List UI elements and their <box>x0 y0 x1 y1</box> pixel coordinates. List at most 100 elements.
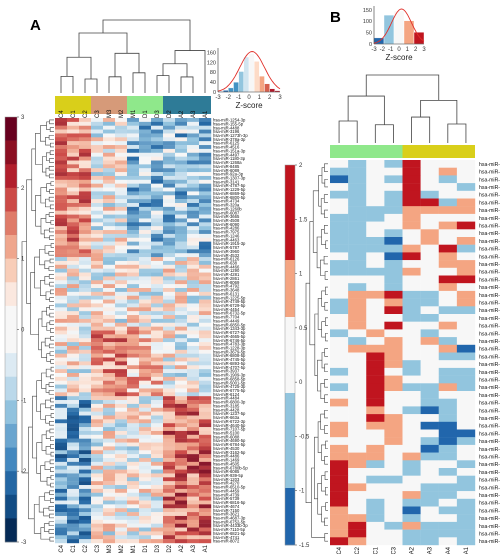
heatmap-cell <box>79 496 92 501</box>
row-label: hsa-miR-6500-3p <box>479 393 500 399</box>
heatmap-cell <box>79 303 92 308</box>
heatmap-cell <box>127 187 140 192</box>
dendrogram-branch <box>34 256 41 289</box>
heatmap-cell <box>103 438 116 443</box>
heatmap-cell <box>199 465 212 470</box>
heatmap-cell <box>91 539 104 544</box>
heatmap-cell <box>151 454 164 459</box>
heatmap-cell <box>91 357 104 362</box>
heatmap-cell <box>420 429 439 438</box>
heatmap-cell <box>330 298 349 307</box>
dendrogram-branch <box>40 187 47 204</box>
heatmap-cell <box>55 357 68 362</box>
heatmap-cell <box>402 383 421 392</box>
heatmap-cell <box>127 376 140 381</box>
heatmap-cell <box>91 276 104 281</box>
heatmap-cell <box>330 260 349 268</box>
heatmap-cell <box>348 198 367 207</box>
heatmap-cell <box>151 519 164 524</box>
heatmap-cell <box>67 199 80 204</box>
heatmap-cell <box>139 311 152 316</box>
dendrogram-branch <box>49 150 54 156</box>
heatmap-cell <box>79 400 92 405</box>
heatmap-cell <box>103 199 116 204</box>
row-label: hsa-miR-6510-5p <box>213 485 246 490</box>
heatmap-cell <box>91 303 104 308</box>
heatmap-cell <box>103 376 116 381</box>
color-scale-tick-label: 0 <box>21 328 25 334</box>
heatmap-cell <box>330 437 349 446</box>
heatmap-cell <box>55 519 68 524</box>
heatmap-cell <box>175 237 188 242</box>
column-group-block <box>127 96 163 114</box>
heatmap-cell <box>67 369 80 374</box>
heatmap-cell <box>139 369 152 374</box>
heatmap-cell <box>163 527 176 532</box>
heatmap-cell <box>115 488 128 493</box>
dendrogram-branch <box>46 322 51 331</box>
row-label: hsa-miR-3196 <box>213 129 240 134</box>
dendrogram-branch <box>180 76 194 93</box>
heatmap-cell <box>139 481 152 486</box>
heatmap-cell <box>79 118 92 123</box>
heatmap-cell <box>67 434 80 439</box>
column-label: C1 <box>71 544 77 552</box>
heatmap-cell <box>79 427 92 432</box>
heatmap-cell <box>175 118 188 123</box>
heatmap-cell <box>55 450 68 455</box>
row-label: hsa-miR-22b-3p <box>479 424 500 430</box>
heatmap-cell <box>67 465 80 470</box>
heatmap-cell <box>420 275 439 284</box>
heatmap-cell <box>402 537 421 546</box>
histogram-x-tick: 0 <box>247 95 251 101</box>
heatmap-cell <box>187 423 200 428</box>
heatmap-cell <box>420 352 439 361</box>
heatmap-cell <box>187 454 200 459</box>
heatmap-cell <box>91 345 104 351</box>
heatmap-cell <box>67 527 80 532</box>
heatmap-cell <box>199 253 212 258</box>
heatmap-cell <box>103 260 116 266</box>
heatmap-cell <box>366 314 385 322</box>
heatmap-cell <box>55 515 68 521</box>
heatmap-cell <box>115 365 128 370</box>
heatmap-cell <box>79 125 92 130</box>
heatmap-cell <box>55 488 68 493</box>
histogram-x-label: Z-score <box>235 101 263 110</box>
heatmap-cell <box>456 444 476 453</box>
heatmap-cell <box>151 492 164 497</box>
dendrogram-branch <box>48 529 54 534</box>
heatmap-cell <box>55 260 68 266</box>
heatmap-cell <box>139 195 152 200</box>
heatmap-cell <box>402 267 421 276</box>
color-scale-step <box>5 211 17 236</box>
column-label-top: A3 <box>191 110 197 118</box>
heatmap-cell <box>163 276 176 281</box>
heatmap-cell <box>187 121 200 126</box>
heatmap-cell <box>199 299 212 304</box>
heatmap-cell <box>79 504 92 509</box>
heatmap-cell <box>127 380 140 385</box>
heatmap-cell <box>67 396 80 401</box>
heatmap-cell <box>55 237 68 242</box>
heatmap-cell <box>67 338 80 343</box>
heatmap-cell <box>55 160 68 165</box>
heatmap-cell <box>115 430 128 436</box>
heatmap-cell <box>163 118 176 123</box>
heatmap-cell <box>187 284 200 289</box>
heatmap-cell <box>67 276 80 281</box>
heatmap-cell <box>348 160 367 168</box>
heatmap-cell <box>91 342 104 347</box>
dendrogram-branch <box>174 50 206 93</box>
heatmap-cell <box>438 298 458 307</box>
heatmap-cell <box>348 429 367 438</box>
heatmap-cell <box>187 430 200 436</box>
dendrogram-branch <box>324 178 328 188</box>
heatmap-cell <box>163 465 176 470</box>
histogram-x-tick: 1 <box>258 95 262 101</box>
heatmap-cell <box>330 429 349 438</box>
heatmap-cell <box>438 183 458 191</box>
row-label: hsa-miR-6727-5p <box>213 330 246 335</box>
histogram-x-tick: -2 <box>226 95 232 101</box>
